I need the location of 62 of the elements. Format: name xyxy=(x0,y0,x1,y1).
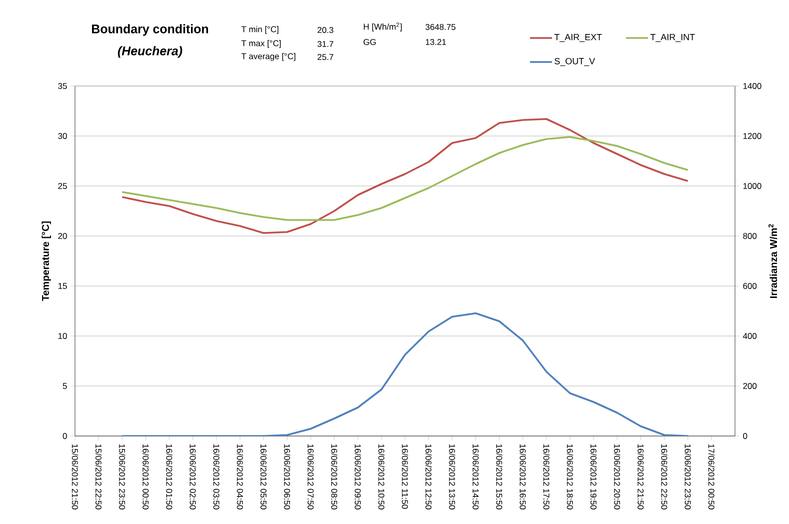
y2-tick-label: 400 xyxy=(742,333,757,339)
x-tick-label: 16/06/2012 19:50 xyxy=(590,444,597,510)
x-tick-label: 17/06/2012 00:50 xyxy=(708,444,715,510)
x-tick-label: 15/06/2012 23:50 xyxy=(119,444,126,510)
x-tick-label: 16/06/2012 00:50 xyxy=(142,444,149,510)
y-tick-label: 10 xyxy=(58,333,67,339)
x-tick-label: 16/06/2012 11:50 xyxy=(402,444,408,509)
legend-label: S_OUT_V xyxy=(554,58,596,66)
x-tick-label: 16/06/2012 09:50 xyxy=(354,444,361,510)
x-tick-label: 16/06/2012 15:50 xyxy=(496,444,502,510)
x-tick-label: 16/06/2012 03:50 xyxy=(213,444,220,510)
y2-tick-label: 1000 xyxy=(743,183,762,189)
x-tick-label: 16/06/2012 02:50 xyxy=(190,444,196,510)
y-tick-label: 30 xyxy=(58,133,67,139)
text: T max [°C] xyxy=(241,40,281,48)
line-series xyxy=(121,118,689,234)
text: 31.7 xyxy=(318,41,334,47)
x-tick-label: 16/06/2012 07:50 xyxy=(308,444,314,510)
x-tick-label: 16/06/2012 04:50 xyxy=(236,444,244,510)
y-tick-label: 5 xyxy=(62,383,67,389)
y2-tick-label: 1200 xyxy=(743,133,762,139)
y2-tick-label: 600 xyxy=(743,283,757,289)
x-tick-label: 16/06/2012 05:50 xyxy=(260,444,267,510)
text: T average [°C] xyxy=(241,53,296,61)
legend-label: T_AIR_INT xyxy=(650,34,695,42)
text: 20.3 xyxy=(318,27,334,33)
y-tick-label: 25 xyxy=(58,183,67,189)
x-tick-label: 16/06/2012 20:50 xyxy=(614,444,620,510)
x-tick-label: 15/06/2012 22:50 xyxy=(95,444,102,510)
chart-subtitle: (Heuchera) xyxy=(118,46,182,58)
y-tick-label: 15 xyxy=(58,283,67,289)
y2-axis-title: Irradianza W/m$^{2}$ xyxy=(768,224,778,298)
text: H [Wh/m$^{2}$] xyxy=(364,22,402,32)
x-tick-label: 16/06/2012 17:50 xyxy=(543,444,550,510)
x-tick-label: 16/06/2012 08:50 xyxy=(331,444,338,510)
text: 25.7 xyxy=(318,54,334,60)
x-tick-label: 16/06/2012 16:50 xyxy=(520,444,526,510)
x-tick-label: 16/06/2012 18:50 xyxy=(566,444,574,510)
y-axis-title: Temperature [°C] xyxy=(42,221,51,301)
x-tick-label: 16/06/2012 10:50 xyxy=(378,444,385,510)
x-tick-label: 16/06/2012 13:50 xyxy=(449,444,456,510)
x-tick-label: 16/06/2012 06:50 xyxy=(284,444,290,510)
text: GG xyxy=(364,39,376,45)
chart-title: Boundary condition xyxy=(92,24,208,36)
x-tick-label: 16/06/2012 01:50 xyxy=(166,444,172,510)
legend-label: T_AIR_EXT xyxy=(554,34,602,42)
y-tick-label: 35 xyxy=(58,83,67,89)
x-tick-label: 15/06/2012 21:50 xyxy=(72,444,78,510)
x-tick-label: 16/06/2012 22:50 xyxy=(661,444,668,510)
y2-tick-label: 0 xyxy=(743,433,748,439)
y-tick-label: 0 xyxy=(62,433,67,439)
x-tick-label: 16/06/2012 12:50 xyxy=(425,444,432,510)
y2-tick-label: 1400 xyxy=(743,83,762,89)
y-tick-label: 20 xyxy=(58,233,67,239)
x-tick-label: 16/06/2012 23:50 xyxy=(684,444,691,510)
x-tick-label: 16/06/2012 14:50 xyxy=(472,444,479,510)
x-tick-label: 16/06/2012 21:50 xyxy=(638,444,644,510)
text: 13.21 xyxy=(426,39,446,45)
text: T min [°C] xyxy=(241,26,278,34)
y2-tick-label: 200 xyxy=(743,383,757,389)
y2-tick-label: 800 xyxy=(743,233,757,239)
text: 3648.75 xyxy=(426,24,456,30)
